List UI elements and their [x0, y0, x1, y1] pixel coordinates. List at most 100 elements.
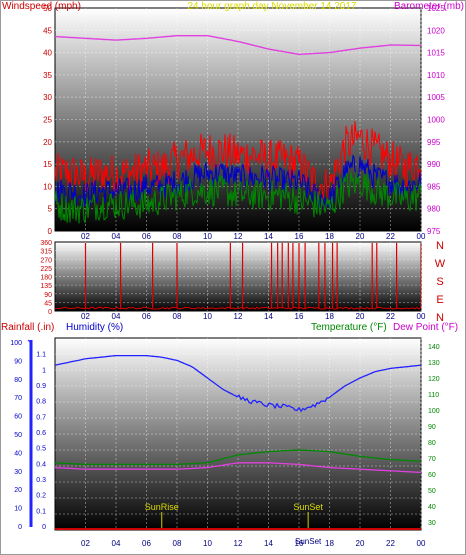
- direction-x-tick-label: 22: [386, 312, 395, 321]
- event-label-sunset: SunSet: [293, 502, 323, 512]
- barometer-tick-label: 980: [427, 205, 441, 214]
- direction-series-group: [55, 242, 421, 310]
- barometer-tick-label: 1025: [427, 4, 445, 13]
- direction-tick-label: 315: [40, 249, 52, 256]
- weather-x-tick-label: 20: [356, 539, 365, 548]
- direction-x-tick-label: 16: [295, 312, 304, 321]
- humidity-tick-label: 1.1: [36, 352, 46, 359]
- humidity-tick-label: 0: [42, 524, 46, 531]
- direction-tick-label: 135: [40, 283, 52, 290]
- barometer-tick-label: 990: [427, 160, 441, 169]
- compass-label-w: W: [435, 258, 446, 270]
- rain-tick-label: 50: [14, 432, 22, 439]
- direction-x-tick-label: 20: [356, 312, 365, 321]
- compass-label-e: E: [436, 294, 443, 306]
- wind-x-tick-label: 20: [356, 232, 365, 241]
- weather-x-tick-label: 00: [417, 539, 426, 548]
- weather-x-tick-label: 08: [173, 539, 182, 548]
- weather-x-tick-label: 22: [386, 539, 395, 548]
- humidity-tick-label: 0.6: [36, 430, 46, 437]
- direction-x-tick-label: 14: [264, 312, 273, 321]
- rain-tick-label: 20: [14, 487, 22, 494]
- weather-x-tick-label: 04: [112, 539, 121, 548]
- direction-x-tick-label: 02: [81, 312, 90, 321]
- rain-tick-label: 70: [14, 395, 22, 402]
- temperature-tick-label: 110: [428, 392, 439, 399]
- series-barometer: [55, 35, 421, 56]
- humidity-tick-label: 1: [42, 367, 46, 374]
- panel-2-background: [54, 241, 422, 312]
- wind-x-tick-label: 22: [386, 232, 395, 241]
- temperature-tick-label: 60: [428, 472, 436, 479]
- humidity-tick-label: 0.7: [36, 414, 46, 421]
- wind-x-tick-label: 10: [203, 232, 212, 241]
- windspeed-tick-label: 45: [43, 26, 52, 35]
- rain-tick-label: 60: [14, 414, 22, 421]
- dewpoint-axis-title: Dew Point (°F): [393, 322, 458, 333]
- windspeed-tick-label: 35: [43, 71, 52, 80]
- compass-label-s: S: [436, 276, 443, 288]
- direction-tick-label: 225: [40, 266, 52, 273]
- direction-tick-label: 0: [48, 309, 52, 316]
- series-wind-direction: [55, 306, 421, 310]
- windspeed-tick-label: 50: [43, 4, 52, 13]
- rain-tick-label: 30: [14, 469, 22, 476]
- temperature-tick-label: 70: [428, 456, 436, 463]
- barometer-tick-label: 1010: [427, 71, 445, 80]
- wind-x-tick-label: 12: [234, 232, 243, 241]
- rainfall-axis-title: Rainfall (.in): [1, 322, 54, 333]
- windspeed-tick-label: 10: [43, 182, 52, 191]
- series-dew-point: [55, 462, 421, 474]
- humidity-tick-label: 0.8: [36, 399, 46, 406]
- barometer-tick-label: 975: [427, 227, 441, 236]
- direction-x-tick-label: 06: [142, 312, 151, 321]
- rain-tick-label: 40: [14, 450, 22, 457]
- series-temperature: [55, 449, 421, 466]
- windspeed-tick-label: 0: [48, 227, 53, 236]
- windspeed-axis-title: Windspeed (mph): [2, 1, 81, 12]
- wind-series-group: [55, 35, 421, 224]
- temperature-tick-label: 50: [428, 488, 436, 495]
- direction-tick-label: 180: [40, 275, 52, 282]
- windspeed-tick-label: 30: [43, 93, 52, 102]
- weather-x-tick-label: 14: [264, 539, 273, 548]
- barometer-tick-label: 1020: [427, 26, 445, 35]
- windspeed-tick-label: 40: [43, 49, 52, 58]
- panel-1-background: [54, 7, 422, 232]
- windspeed-tick-label: 15: [43, 160, 52, 169]
- rain-tick-label: 10: [14, 506, 22, 513]
- weather-x-tick-label: 18: [325, 539, 334, 548]
- temperature-tick-label: 140: [428, 344, 440, 351]
- weather-x-tick-label: 12: [234, 539, 243, 548]
- barometer-tick-label: 985: [427, 182, 441, 191]
- direction-tick-label: 45: [44, 300, 52, 307]
- wind-x-tick-label: 14: [264, 232, 273, 241]
- panel-3-background: [54, 337, 422, 531]
- compass-label-n: N: [436, 240, 444, 252]
- temperature-tick-label: 80: [428, 440, 436, 447]
- temperature-tick-label: 120: [428, 376, 440, 383]
- direction-x-tick-label: 00: [417, 312, 426, 321]
- rain-tick-label: 90: [14, 358, 22, 365]
- wind-x-tick-label: 02: [81, 232, 90, 241]
- sunset-bottom-label: SunSet: [295, 537, 322, 546]
- humidity-tick-label: 0.9: [36, 383, 46, 390]
- temperature-tick-label: 40: [428, 504, 436, 511]
- rain-axis-marker: [27, 339, 32, 344]
- rain-tick-label: 0: [18, 524, 22, 531]
- series-wind-average: [55, 154, 421, 210]
- humidity-tick-label: 0.4: [36, 461, 46, 468]
- weather-x-tick-label: 06: [142, 539, 151, 548]
- rain-tick-label: 80: [14, 377, 22, 384]
- windspeed-tick-label: 20: [43, 138, 52, 147]
- rain-tick-label: 100: [10, 340, 22, 347]
- temperature-tick-label: 30: [428, 520, 436, 527]
- barometer-tick-label: 1000: [427, 116, 445, 125]
- series-wind-speed: [55, 171, 421, 224]
- compass-label-n: N: [436, 312, 444, 324]
- weather-x-tick-label: 02: [81, 539, 90, 548]
- barometer-tick-label: 995: [427, 138, 441, 147]
- temperature-tick-label: 90: [428, 424, 436, 431]
